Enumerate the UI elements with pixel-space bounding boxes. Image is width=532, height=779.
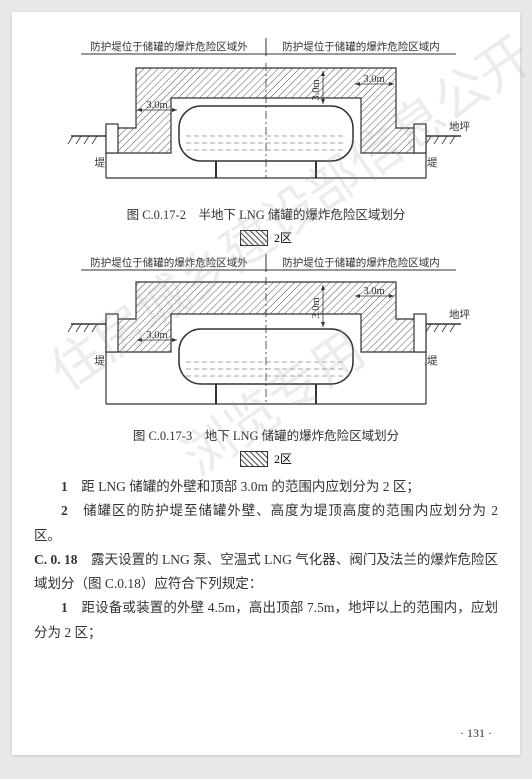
para-1: 1 距 LNG 储罐的外壁和顶部 3.0m 的范围内应划分为 2 区；	[34, 475, 498, 499]
fig1-dim-v: 3.0m	[311, 79, 322, 100]
figure1-legend: 2区	[34, 229, 498, 246]
figure-c0172: 防护堤位于储罐的爆炸危险区域外 防护堤位于储罐的爆炸危险区域内	[34, 38, 498, 246]
fig2-levee-r: 堤	[427, 355, 438, 367]
para-4: 1 距设备或装置的外壁 4.5m，高出顶部 7.5m，地坪以上的范围内，应划分为…	[34, 596, 498, 645]
fig2-levee-l: 堤	[95, 355, 106, 367]
figure2-caption: 图 C.0.17-3 地下 LNG 储罐的爆炸危险区域划分	[34, 425, 498, 444]
fig1-levee-l: 堤	[95, 157, 106, 169]
fig1-ground-label: 地坪	[449, 120, 470, 133]
fig2-header-left: 防护堤位于储罐的爆炸危险区域外	[90, 256, 248, 269]
fig1-dim-h: 3.0m	[146, 100, 167, 111]
para-1-text: 距 LNG 储罐的外壁和顶部 3.0m 的范围内应划分为 2 区；	[68, 479, 420, 494]
fig1-header-right: 防护堤位于储罐的爆炸危险区域内	[282, 40, 440, 53]
fig2-header-right: 防护堤位于储罐的爆炸危险区域内	[282, 256, 440, 269]
para-4-text: 距设备或装置的外壁 4.5m，高出顶部 7.5m，地坪以上的范围内，应划分为 2…	[34, 600, 498, 639]
para-2-num: 2	[61, 503, 68, 518]
legend-swatch-icon	[240, 451, 268, 467]
figure-c0173: 防护堤位于储罐的爆炸危险区域外 防护堤位于储罐的爆炸危险区域内	[34, 254, 498, 467]
fig2-ground-label: 地坪	[449, 308, 470, 321]
para-1-num: 1	[61, 479, 68, 494]
para-4-num: 1	[61, 600, 68, 615]
para-2-text: 储罐区的防护堤至储罐外壁、高度为堤顶高度的范围内应划分为 2 区。	[34, 503, 498, 542]
diagram-c0172: 防护堤位于储罐的爆炸危险区域外 防护堤位于储罐的爆炸危险区域内	[61, 38, 471, 198]
figure1-legend-label: 2区	[274, 229, 292, 246]
para-2: 2 储罐区的防护堤至储罐外壁、高度为堤顶高度的范围内应划分为 2 区。	[34, 499, 498, 548]
fig1-header-left: 防护堤位于储罐的爆炸危险区域外	[90, 40, 248, 53]
para-3: C. 0. 18 露天设置的 LNG 泵、空温式 LNG 气化器、阀门及法兰的爆…	[34, 548, 498, 597]
fig2-dim-v: 3.0m	[311, 297, 322, 318]
para-3-num: C. 0. 18	[34, 552, 78, 567]
figure2-legend: 2区	[34, 450, 498, 467]
diagram-c0173: 防护堤位于储罐的爆炸危险区域外 防护堤位于储罐的爆炸危险区域内	[61, 254, 471, 419]
body-text: 1 距 LNG 储罐的外壁和顶部 3.0m 的范围内应划分为 2 区； 2 储罐…	[34, 475, 498, 645]
fig1-dim-h2: 3.0m	[363, 74, 384, 85]
fig2-dim-h: 3.0m	[146, 330, 167, 341]
document-page: 防护堤位于储罐的爆炸危险区域外 防护堤位于储罐的爆炸危险区域内	[12, 12, 520, 755]
figure2-legend-label: 2区	[274, 450, 292, 467]
page-number: · 131 ·	[460, 726, 492, 741]
fig2-dim-h2: 3.0m	[363, 286, 384, 297]
fig1-levee-r: 堤	[427, 157, 438, 169]
para-3-text: 露天设置的 LNG 泵、空温式 LNG 气化器、阀门及法兰的爆炸危险区域划分（图…	[34, 552, 498, 591]
figure1-caption: 图 C.0.17-2 半地下 LNG 储罐的爆炸危险区域划分	[34, 204, 498, 223]
legend-swatch-icon	[240, 230, 268, 246]
